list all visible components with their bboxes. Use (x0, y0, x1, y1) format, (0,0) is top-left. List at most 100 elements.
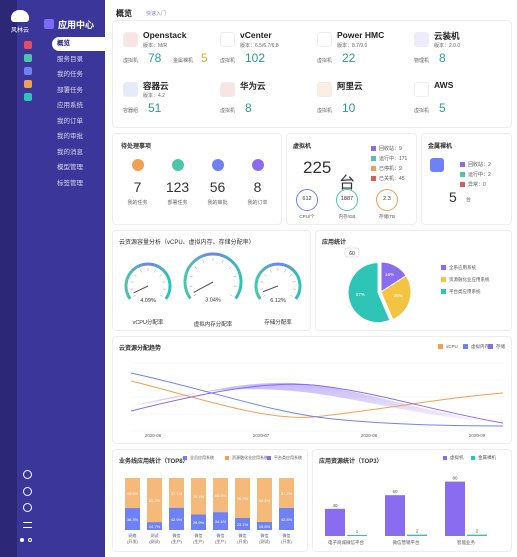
bar-segment[interactable] (257, 478, 272, 522)
sidebar-item[interactable]: 标签管理 (57, 179, 83, 187)
metric-value: 8 (245, 101, 252, 115)
cloud-provider-card[interactable]: vCenter 版本：6.5/6.7/6.8 虚拟机 102 (220, 29, 316, 69)
trend-line-vcpu (130, 380, 504, 418)
gauge-needle (133, 285, 149, 294)
cloud-version: 版本：2.0.0 (434, 43, 461, 49)
bar-segment[interactable] (191, 514, 206, 530)
task-icon (171, 159, 184, 171)
sidebar-item[interactable]: 部署任务 (57, 86, 83, 94)
sidebar-item[interactable]: 模型管理 (57, 164, 83, 171)
x-tick: 测试 (151, 532, 159, 538)
alert-icon[interactable] (24, 41, 32, 49)
sidebar-item[interactable]: 我的审批 (57, 133, 83, 140)
x-tick: 微信 (217, 532, 225, 538)
vm-status: 已关机：45 (371, 175, 405, 182)
user-icon[interactable] (23, 503, 32, 512)
bare-metal-card: 金属裸机 5 台 回收站：2 运行中：2 异常：0 (421, 133, 512, 225)
pie-slice[interactable] (380, 274, 412, 321)
layer-icon[interactable] (24, 67, 32, 75)
box-icon[interactable] (24, 80, 32, 88)
todo-count: 123 (165, 179, 190, 195)
gauge-group: 4.09% vCPU分配率 3.04% 虚拟内存分配率 6.12% 存储分配率 (124, 252, 302, 328)
legend-swatch (441, 289, 446, 295)
bar-segment[interactable] (169, 478, 184, 508)
cloud-provider-card[interactable]: 云装机 版本：2.0.0 物理机 8 (414, 29, 510, 69)
sidebar-item[interactable]: 我的消息 (57, 148, 83, 156)
sidebar-item[interactable]: 应用系统 (57, 102, 83, 109)
bar-segment[interactable] (213, 478, 228, 513)
bar-segment[interactable] (147, 522, 162, 530)
todo-item[interactable]: 56 我的审批 (201, 159, 234, 206)
todo-item[interactable]: 123 部署任务 (161, 159, 194, 206)
x-tick: 微信 (283, 532, 291, 538)
sidebar-item[interactable]: 服务目录 (57, 55, 83, 63)
quick-start-link[interactable]: 快速入门 (146, 11, 167, 17)
x-tick: 网络 (129, 532, 137, 538)
status-label: 异常：0 (468, 182, 486, 188)
metric-value: 22 (342, 51, 356, 65)
cloud-provider-card[interactable]: 容器云 版本：4.2 容器组 51 (123, 79, 219, 119)
sidebar-item[interactable]: 我的订单 (57, 117, 83, 125)
grid-icon[interactable] (24, 54, 32, 62)
gauge-tick (189, 285, 193, 287)
legend-swatch (183, 455, 187, 460)
bar[interactable] (347, 535, 367, 536)
legend-item: 资源融化业应用系统 (225, 455, 268, 461)
cloud-provider-card[interactable]: AWS 虚拟机 5 (414, 79, 510, 119)
gauge-tick (221, 260, 224, 264)
todo-item[interactable]: 7 我的任务 (121, 159, 154, 206)
bar[interactable] (325, 508, 345, 536)
sidebar-item[interactable]: 我的任务 (57, 71, 83, 78)
business-chart: 36.3%49.6%网络(开发)14.7%82.2%测试(测试)42.9%57.… (125, 478, 294, 544)
bar-segment[interactable] (169, 507, 184, 530)
x-tick: 微信营销平台 (393, 539, 420, 546)
bar-segment[interactable] (279, 478, 294, 508)
vm-status: 已停机：9 (371, 165, 402, 172)
search-icon[interactable] (23, 470, 32, 479)
bar-segment[interactable] (235, 517, 250, 530)
menu-icon[interactable] (23, 522, 32, 528)
bar-value: 1 (356, 529, 359, 534)
cloud-name: vCenter (240, 30, 272, 40)
bar-segment[interactable] (279, 507, 294, 530)
bar-segment[interactable] (257, 521, 272, 530)
gauge-tick (292, 288, 296, 290)
status-dot (460, 162, 465, 168)
gauge-tick (260, 281, 264, 283)
business-card: 业务线应用统计（TOP8） 全员应用系统 资源融化业应用系统 平台类应用系统 36.… (112, 449, 308, 552)
page-dot[interactable] (20, 538, 24, 542)
bar[interactable] (385, 495, 405, 536)
trend-legend-item: 虚拟内存 (463, 344, 489, 350)
x-tick: 微信 (261, 532, 269, 538)
legend-item: 虚拟机 (443, 455, 464, 461)
trend-line-memory (130, 372, 504, 427)
bar-segment[interactable] (191, 478, 206, 515)
bar-segment[interactable] (125, 508, 140, 530)
todo-item[interactable]: 8 我的订单 (241, 159, 274, 206)
bar[interactable] (407, 534, 427, 536)
pie-badge-value: 60 (349, 251, 355, 257)
pie-slice[interactable] (347, 262, 391, 324)
x-tick: 微信 (195, 532, 203, 538)
bar[interactable] (467, 534, 487, 536)
cloud-provider-card[interactable]: Openstack 版本：M/R 虚拟机 78 金属裸机 5 (123, 29, 219, 69)
trend-legend-item: vCPU (438, 344, 458, 350)
bell-icon[interactable] (23, 487, 32, 496)
page-dot[interactable] (28, 538, 32, 542)
bar-segment[interactable] (213, 512, 228, 530)
ibm-icon (317, 32, 332, 47)
bar[interactable] (445, 481, 465, 536)
cloud-provider-card[interactable]: Power HMC 版本：8.7/9.0 虚拟机 22 (317, 29, 413, 69)
legend-label: 平台类应用系统 (274, 455, 302, 460)
gauge-tick (289, 294, 293, 297)
legend-swatch (441, 265, 446, 271)
chart-icon[interactable] (24, 93, 32, 101)
bar-segment[interactable] (147, 478, 162, 523)
bar-segment[interactable] (235, 478, 250, 518)
cloud-provider-card[interactable]: 华为云 虚拟机 8 (220, 79, 316, 119)
bar-segment[interactable] (125, 478, 140, 509)
pie-label: 16% (385, 272, 394, 277)
legend-label: 资源融化业应用系统 (232, 455, 268, 460)
cloud-provider-card[interactable]: 阿里云 虚拟机 10 (317, 79, 413, 119)
sidebar-item[interactable]: 概览 (52, 37, 105, 51)
